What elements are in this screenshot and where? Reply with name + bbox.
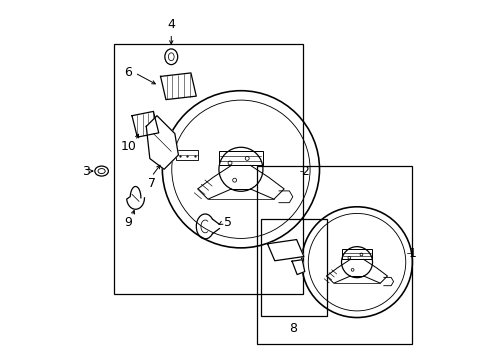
- Polygon shape: [267, 239, 303, 261]
- Text: 9: 9: [124, 216, 132, 229]
- Polygon shape: [132, 111, 159, 137]
- Text: 5: 5: [224, 216, 232, 229]
- Ellipse shape: [95, 166, 108, 176]
- Text: 8: 8: [288, 322, 296, 335]
- Text: 2: 2: [301, 165, 308, 177]
- Polygon shape: [291, 260, 304, 275]
- Text: 10: 10: [120, 140, 136, 153]
- Bar: [341, 249, 371, 260]
- Bar: [219, 151, 262, 165]
- Bar: [176, 150, 198, 160]
- Text: 1: 1: [407, 247, 415, 260]
- Text: 3: 3: [81, 165, 89, 177]
- Text: 6: 6: [124, 66, 132, 79]
- Text: 7: 7: [147, 177, 155, 190]
- Ellipse shape: [98, 168, 105, 174]
- Bar: [257, 166, 411, 344]
- Bar: [260, 219, 326, 316]
- Polygon shape: [160, 73, 196, 100]
- Polygon shape: [146, 116, 178, 169]
- Bar: [114, 44, 303, 294]
- Text: 4: 4: [167, 18, 175, 31]
- Polygon shape: [126, 186, 144, 209]
